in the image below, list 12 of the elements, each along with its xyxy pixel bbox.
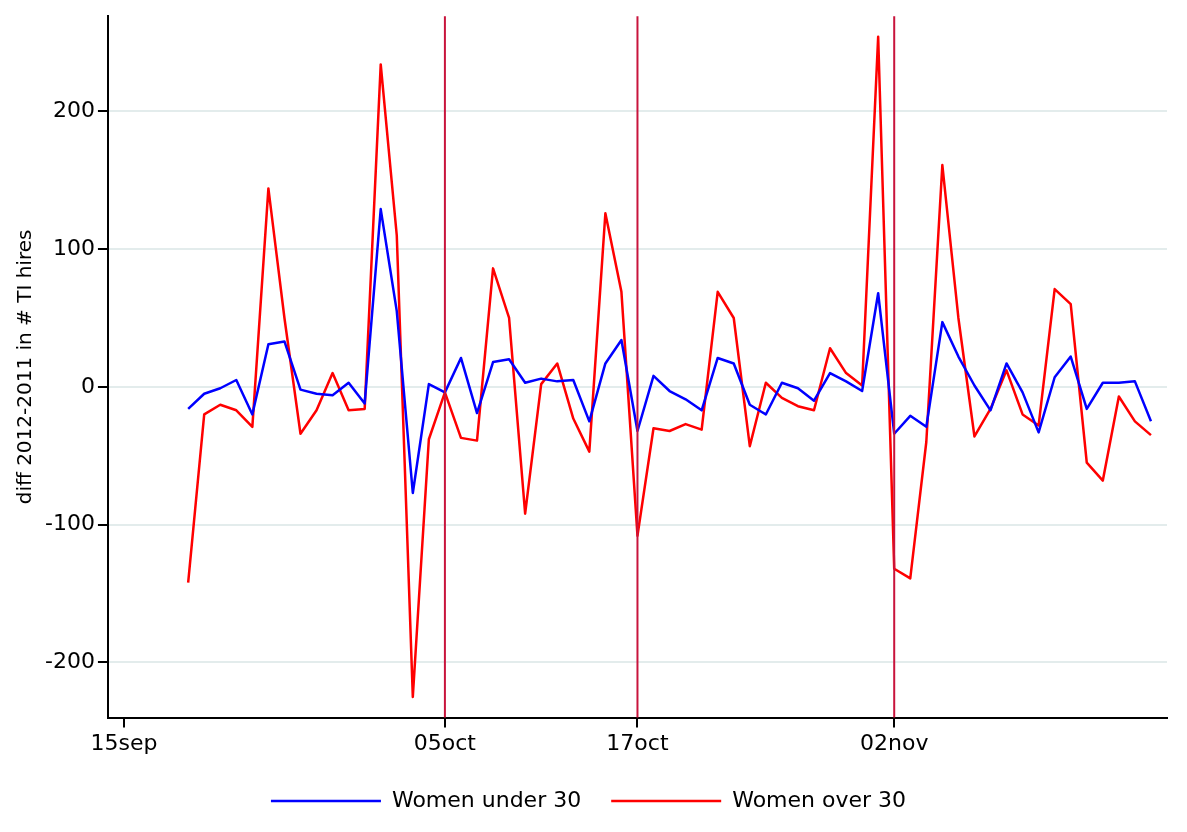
y-tick-label: -100 (44, 510, 95, 536)
y-axis-title: diff 2012-2011 in # TI hires (12, 229, 37, 505)
legend-label: Women over 30 (732, 786, 907, 812)
y-tick-label: 200 (52, 97, 95, 122)
legend-label: Women under 30 (391, 786, 582, 812)
y-tick-label: -200 (44, 648, 95, 674)
x-tick-label: 05oct (413, 729, 477, 755)
y-tick-label: 100 (52, 234, 95, 260)
y-tick-label: 0 (80, 372, 95, 398)
x-tick-label: 02nov (860, 729, 929, 755)
x-tick-label: 15sep (90, 729, 158, 755)
x-tick-label: 17oct (606, 729, 669, 755)
